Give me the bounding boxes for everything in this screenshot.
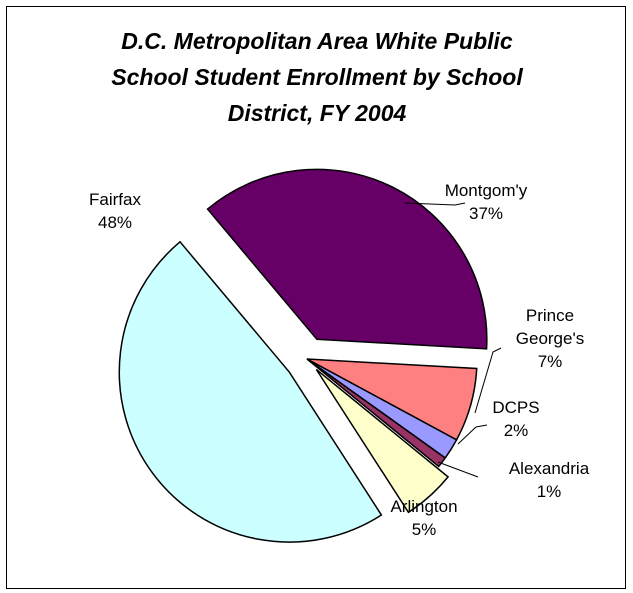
slice-name-prince-george-s: Prince [526, 306, 574, 325]
leader-line-montgom-y [404, 202, 466, 206]
pie-slice-alexandria [306, 358, 447, 468]
slice-name-fairfax: Fairfax [89, 190, 141, 209]
pie-slices [118, 168, 488, 543]
slice-percent-dcps: 2% [504, 421, 529, 440]
chart-title-line-1: D.C. Metropolitan Area White Public [121, 28, 513, 54]
slice-name-prince-george-s: George's [516, 329, 584, 348]
slice-name-arlington: Arlington [390, 497, 457, 516]
chart-title-line-3: District, FY 2004 [228, 100, 407, 126]
slice-labels: Montgom'y 37% Prince George's 7% DCPS 2% Alexan… [89, 181, 590, 539]
leader-line-dcps [457, 424, 488, 445]
slice-percent-prince-george-s: 7% [538, 352, 563, 371]
pie-slice-fairfax [118, 240, 383, 543]
pie-slice-montgom-y [206, 168, 488, 350]
pie-chart: D.C. Metropolitan Area White Public Scho… [89, 28, 590, 543]
slice-percent-arlington: 5% [412, 520, 437, 539]
slice-name-dcps: DCPS [492, 398, 539, 417]
slice-label-fairfax: Fairfax 48% [89, 190, 141, 232]
slice-label-montgom-y: Montgom'y 37% [445, 181, 528, 223]
leader-line-alexandria [437, 461, 479, 478]
pie-slice-arlington [315, 368, 450, 514]
leader-line-prince-george-s [474, 347, 502, 414]
chart-area: D.C. Metropolitan Area White Public Scho… [6, 6, 626, 589]
slice-label-arlington: Arlington 5% [390, 497, 457, 539]
chart-title: D.C. Metropolitan Area White Public Scho… [111, 28, 523, 126]
slice-label-prince-george-s: Prince George's 7% [516, 306, 584, 371]
leader-lines [404, 202, 502, 478]
slice-percent-alexandria: 1% [537, 482, 562, 501]
chart-title-line-2: School Student Enrollment by School [111, 64, 523, 90]
slice-percent-fairfax: 48% [98, 213, 132, 232]
slice-percent-montgom-y: 37% [469, 204, 503, 223]
slice-name-montgom-y: Montgom'y [445, 181, 528, 200]
slice-label-dcps: DCPS 2% [492, 398, 539, 440]
slice-label-alexandria: Alexandria 1% [509, 459, 590, 501]
slice-name-alexandria: Alexandria [509, 459, 590, 478]
